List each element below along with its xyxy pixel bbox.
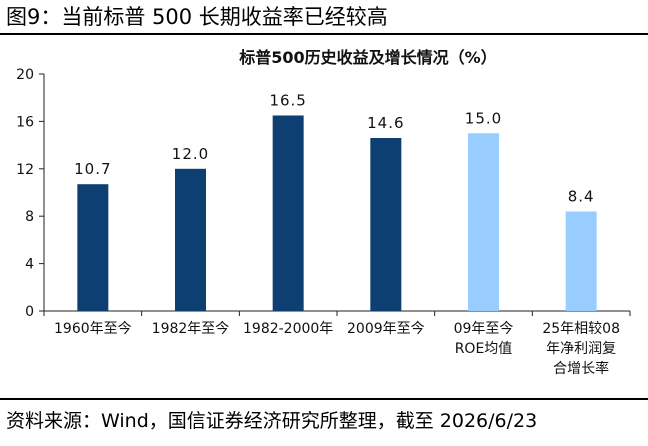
bar bbox=[370, 137, 402, 311]
chart-container: 标普500历史收益及增长情况（%） 0 4 8 12 16 20 10.7 12.0 16.5… bbox=[0, 36, 648, 396]
y-tick-label: 8 bbox=[25, 209, 34, 225]
y-tick-label: 12 bbox=[16, 162, 34, 178]
bar bbox=[468, 133, 499, 311]
category-label: 合增长率 bbox=[553, 360, 609, 377]
category-label: 09年至今 bbox=[454, 321, 514, 337]
bar-chart: 标普500历史收益及增长情况（%） 0 4 8 12 16 20 10.7 12.0 16.5… bbox=[16, 48, 631, 377]
y-tick-label: 20 bbox=[16, 67, 34, 83]
bar bbox=[77, 184, 109, 311]
category-label: 年净利润复 bbox=[546, 340, 616, 357]
data-label: 12.0 bbox=[172, 145, 209, 163]
category-label: 25年相较08 bbox=[542, 321, 620, 337]
bottom-rule bbox=[0, 398, 648, 400]
data-label: 14.6 bbox=[367, 114, 404, 132]
category-labels: 1960年至今 1982年至今 1982-2000年 2009年至今 09年至今 ROE均… bbox=[54, 321, 620, 377]
bar-series bbox=[77, 115, 597, 311]
bar bbox=[175, 168, 206, 311]
bar bbox=[565, 211, 597, 311]
category-label: 1960年至今 bbox=[54, 321, 132, 337]
source-note: 资料来源：Wind，国信证券经济研究所整理，截至 2026/6/23 bbox=[6, 410, 538, 432]
chart-title: 标普500历史收益及增长情况（%） bbox=[238, 48, 496, 67]
axes: 0 4 8 12 16 20 bbox=[16, 67, 631, 320]
figure-title: 图9：当前标普 500 长期收益率已经较高 bbox=[6, 5, 388, 29]
top-rule bbox=[0, 33, 648, 35]
data-label: 10.7 bbox=[74, 160, 111, 178]
y-tick-label: 0 bbox=[25, 304, 34, 320]
data-label: 8.4 bbox=[568, 187, 595, 205]
category-label: ROE均值 bbox=[455, 341, 513, 357]
data-label: 16.5 bbox=[269, 91, 306, 109]
category-label: 1982年至今 bbox=[152, 321, 230, 337]
data-labels: 10.7 12.0 16.5 14.6 15.0 8.4 bbox=[74, 91, 595, 205]
y-tick-label: 16 bbox=[16, 114, 34, 130]
bar bbox=[272, 115, 304, 311]
category-label: 1982-2000年 bbox=[243, 321, 333, 337]
data-label: 15.0 bbox=[465, 109, 502, 127]
category-label: 2009年至今 bbox=[347, 321, 425, 337]
y-tick-label: 4 bbox=[25, 257, 34, 273]
